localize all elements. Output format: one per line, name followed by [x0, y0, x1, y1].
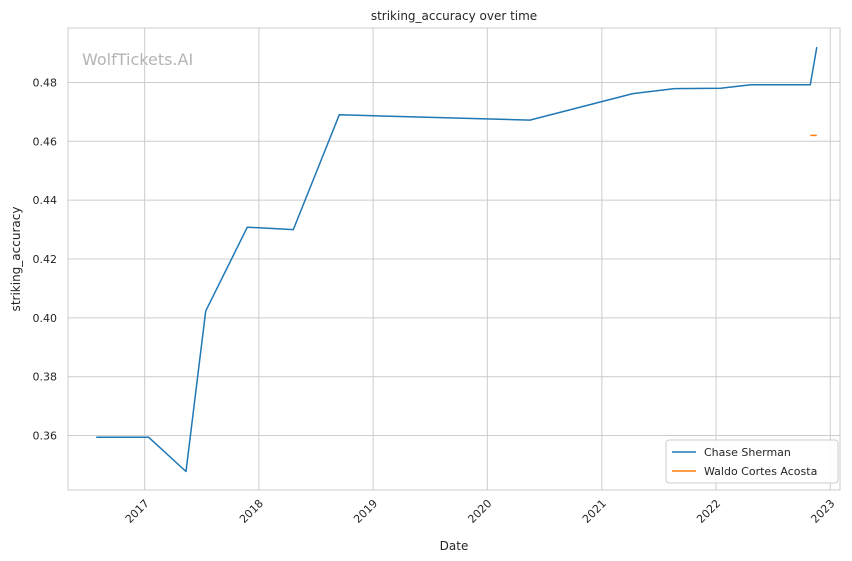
legend: Chase Sherman Waldo Cortes Acosta: [665, 439, 839, 484]
legend-label: Waldo Cortes Acosta: [704, 465, 817, 478]
y-tick-label: 0.40: [33, 312, 58, 325]
chart-title: striking_accuracy over time: [371, 9, 537, 23]
y-tick-label: 0.46: [33, 135, 58, 148]
y-tick-label: 0.38: [33, 371, 58, 384]
grid: [68, 28, 840, 490]
legend-label: Chase Sherman: [704, 446, 791, 459]
legend-box: [665, 439, 839, 484]
y-tick-label: 0.44: [33, 194, 58, 207]
y-tick-labels: 0.36 0.38 0.40 0.42 0.44 0.46 0.48: [33, 76, 58, 442]
series-layer: [96, 46, 818, 473]
x-axis-label: Date: [440, 539, 469, 553]
y-tick-label: 0.36: [33, 430, 58, 443]
watermark: WolfTickets.AI: [82, 50, 193, 69]
y-axis-label: striking_accuracy: [9, 207, 23, 312]
plot-frame: [67, 27, 841, 491]
y-tick-label: 0.48: [33, 76, 58, 89]
series-line-0: [96, 46, 818, 473]
y-tick-label: 0.42: [33, 253, 58, 266]
